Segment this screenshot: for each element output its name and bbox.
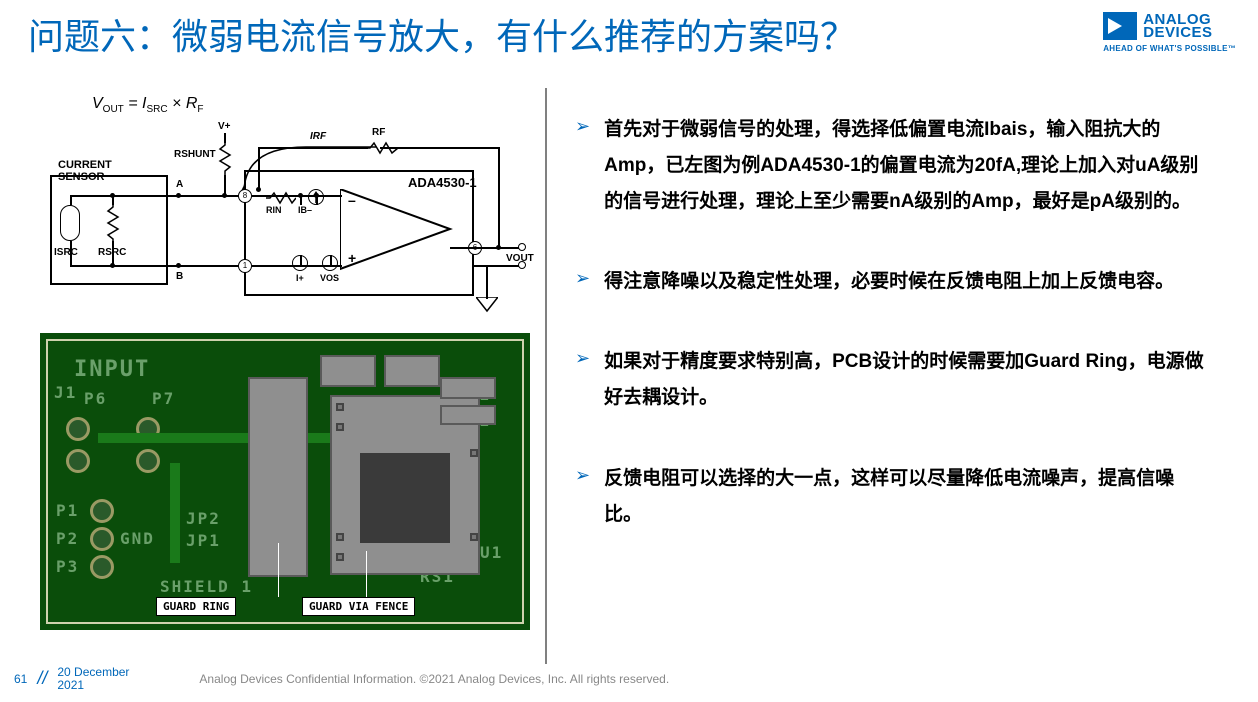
vertical-divider — [545, 88, 547, 664]
current-sensor-label: CURRENT SENSOR — [58, 159, 112, 183]
slide: 问题六：微弱电流信号放大，有什么推荐的方案吗？ ANALOG DEVICES A… — [0, 0, 1258, 702]
vos-label: VOS — [320, 273, 339, 283]
pcb-input-label: INPUT — [74, 357, 150, 382]
page-number: 61 — [14, 672, 27, 686]
bullet-text: 反馈电阻可以选择的大一点，这样可以尽量降低电流噪声，提高信噪比。 — [604, 461, 1205, 533]
pcb-layout-image: INPUT J1 P6 P7 P1 P2 P3 GND JP2 JP1 RS3 … — [40, 333, 530, 630]
equation: VOUT = ISRC × RF — [92, 95, 204, 115]
rin-label: RIN — [266, 205, 282, 215]
circuit-schematic: VOUT = ISRC × RF CURRENT SENSOR ISRC RSR… — [40, 95, 530, 325]
logo-tagline: AHEAD OF WHAT'S POSSIBLE™ — [1103, 44, 1236, 53]
rf-symbol — [366, 141, 402, 155]
rsrc-symbol — [106, 203, 120, 243]
bullet-text: 得注意降噪以及稳定性处理，必要时候在反馈电阻上加上反馈电容。 — [604, 264, 1174, 300]
iplus-label: I+ — [296, 273, 304, 283]
brand-logo: ANALOG DEVICES AHEAD OF WHAT'S POSSIBLE™ — [1103, 12, 1236, 53]
opamp-triangle: – + — [340, 189, 460, 279]
logo-mark-icon — [1103, 12, 1137, 40]
bullet-list: ➢ 首先对于微弱信号的处理，得选择低偏置电流Ibais，输入阻抗大的Amp，已左… — [575, 112, 1205, 577]
isrc-label: ISRC — [54, 247, 78, 258]
ib-label: IB– — [298, 205, 312, 215]
pcb-j1: J1 — [54, 383, 77, 402]
rshunt-label: RSHUNT — [174, 149, 216, 160]
rf-label: RF — [372, 127, 385, 138]
bullet-marker-icon: ➢ — [575, 268, 590, 300]
logo-text-2: DEVICES — [1143, 26, 1212, 40]
isrc-symbol — [60, 205, 80, 241]
ground-icon — [476, 297, 498, 315]
vplus-label: V+ — [218, 121, 231, 132]
rin-symbol — [266, 191, 296, 205]
bullet-item: ➢ 反馈电阻可以选择的大一点，这样可以尽量降低电流噪声，提高信噪比。 — [575, 461, 1205, 533]
footer-divider-icon: // — [37, 673, 47, 684]
node-b-label: B — [176, 271, 183, 282]
bullet-marker-icon: ➢ — [575, 465, 590, 533]
bullet-item: ➢ 得注意降噪以及稳定性处理，必要时候在反馈电阻上加上反馈电容。 — [575, 264, 1205, 300]
left-column: VOUT = ISRC × RF CURRENT SENSOR ISRC RSR… — [40, 95, 530, 630]
footer-date: 20 December2021 — [57, 666, 129, 692]
slide-footer: 61 // 20 December2021 Analog Devices Con… — [14, 666, 669, 692]
node-a-label: A — [176, 179, 183, 190]
chip-label: ADA4530-1 — [408, 175, 477, 190]
svg-text:+: + — [348, 250, 356, 266]
bullet-item: ➢ 首先对于微弱信号的处理，得选择低偏置电流Ibais，输入阻抗大的Amp，已左… — [575, 112, 1205, 220]
bullet-text: 如果对于精度要求特别高，PCB设计的时候需要加Guard Ring，电源做好去耦… — [604, 344, 1205, 416]
rshunt-symbol — [218, 143, 232, 175]
bullet-marker-icon: ➢ — [575, 348, 590, 416]
guard-ring-callout: GUARD RING — [156, 597, 236, 616]
irf-label: IRF — [310, 131, 326, 142]
pin-8: 8 — [238, 189, 252, 203]
slide-title: 问题六：微弱电流信号放大，有什么推荐的方案吗？ — [28, 14, 856, 61]
pin-1: 1 — [238, 259, 252, 273]
svg-text:–: – — [348, 192, 356, 208]
bullet-text: 首先对于微弱信号的处理，得选择低偏置电流Ibais，输入阻抗大的Amp，已左图为… — [604, 112, 1205, 220]
bullet-item: ➢ 如果对于精度要求特别高，PCB设计的时候需要加Guard Ring，电源做好… — [575, 344, 1205, 416]
guard-via-callout: GUARD VIA FENCE — [302, 597, 415, 616]
confidential-notice: Analog Devices Confidential Information.… — [199, 672, 669, 686]
bullet-marker-icon: ➢ — [575, 116, 590, 220]
